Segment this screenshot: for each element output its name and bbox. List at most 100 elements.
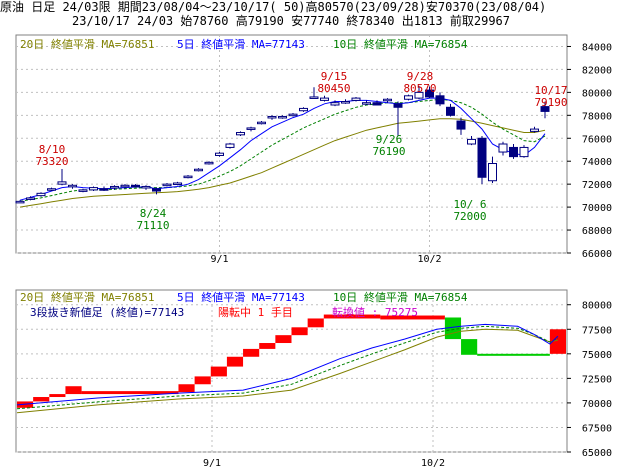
candle-body: [467, 138, 476, 145]
legend-entry: 20日 終値平滑 MA=76851: [20, 37, 154, 51]
candle-body: [215, 152, 224, 156]
candle-body: [47, 188, 56, 191]
candle-body: [393, 103, 403, 108]
candle-body: [488, 163, 497, 182]
candle-body: [372, 102, 382, 106]
break-brick: [81, 391, 179, 395]
break-brick: [477, 353, 550, 356]
legend-entry: 5日 終値平滑 MA=77143: [177, 290, 305, 304]
break-brick: [178, 384, 195, 393]
y-tick-label: 82000: [582, 65, 612, 76]
y-tick-label: 75000: [582, 350, 612, 361]
x-tick-label: 10/2: [421, 458, 445, 469]
candle-body: [267, 115, 277, 119]
info-trend: 陽転中 1 手目: [218, 305, 293, 319]
series-line-ma5: [16, 323, 559, 406]
break-brick: [275, 335, 292, 344]
annotation-value: 76190: [372, 145, 405, 158]
candle-body: [257, 121, 266, 125]
y-tick-label: 74000: [582, 157, 612, 168]
series-line-ma20: [16, 328, 559, 414]
header-line-1: 原油 日足 24/03限 期間23/08/04～23/10/17( 50)高80…: [0, 0, 624, 14]
annotation-value: 79190: [534, 96, 567, 109]
candle-body: [152, 188, 161, 192]
candle-body: [89, 187, 98, 191]
y-tick-label: 72000: [582, 180, 612, 191]
x-tick-label: 9/1: [210, 254, 228, 265]
candle-body: [530, 128, 539, 132]
break-brick: [549, 329, 566, 354]
break-brick: [243, 348, 260, 357]
y-tick-label: 68000: [582, 226, 612, 237]
annotation-value: 80570: [403, 82, 436, 95]
x-tick-label: 10/2: [417, 254, 441, 265]
candle-body: [435, 95, 445, 105]
break-brick: [307, 318, 324, 328]
x-tick-label: 9/1: [203, 458, 221, 469]
candle-body: [309, 96, 319, 99]
candle-body: [498, 143, 508, 153]
candle-body: [162, 183, 172, 187]
y-tick-label: 70000: [582, 399, 612, 410]
candle-body: [446, 106, 455, 116]
y-tick-label: 65000: [582, 448, 612, 459]
candle-body: [15, 200, 25, 204]
annotation-value: 73320: [35, 155, 68, 168]
y-tick-label: 80000: [582, 88, 612, 99]
candle-body: [141, 185, 151, 189]
candle-body: [194, 168, 203, 172]
break-brick: [226, 356, 244, 367]
candle-body: [225, 143, 235, 148]
candle-body: [404, 95, 413, 100]
candle-body: [288, 113, 298, 117]
break-brick: [461, 339, 478, 355]
y-tick-label: 78000: [582, 111, 612, 122]
info-break-value: 3段抜き新値足 (終値)=77143: [30, 305, 184, 319]
annotation-value: 72000: [453, 210, 486, 223]
y-tick-label: 84000: [582, 42, 612, 53]
candle-body: [204, 161, 214, 165]
candle-body: [183, 175, 193, 179]
break-brick: [194, 376, 211, 385]
y-tick-label: 72500: [582, 374, 612, 385]
annotation-date: 9/15: [321, 70, 348, 83]
candle-body: [246, 127, 256, 130]
candle-body: [414, 91, 424, 99]
annotation-value: 71110: [136, 219, 169, 232]
annotation-date: 9/28: [407, 70, 434, 83]
line-break-chart: 80000 77500 75000 72500 70000 67500 65000 9/1 10…: [15, 289, 612, 469]
candle-body: [120, 184, 130, 188]
legend-entry: 10日 終値平滑 MA=76854: [333, 290, 468, 304]
annotation-date: 8/10: [39, 143, 66, 156]
y-tick-label: 67500: [582, 423, 612, 434]
candle-body: [425, 89, 434, 98]
candle-body: [330, 102, 340, 106]
candle-body: [540, 106, 550, 112]
candle-body: [362, 102, 371, 105]
candle-body: [99, 188, 109, 191]
candle-body: [110, 185, 119, 189]
plot-frame-bottom: [15, 289, 568, 453]
info-reversal-value: 転換値 : 75275: [332, 306, 418, 319]
annotation-date: 8/24: [140, 207, 167, 220]
candle-body: [278, 115, 287, 119]
break-brick: [65, 386, 82, 395]
header-line-2: 23/10/17 24/03 始78760 高79190 安77740 終783…: [0, 14, 624, 28]
series-line-ma20: [19, 118, 546, 208]
candle-body: [57, 181, 67, 185]
legend-entry: 10日 終値平滑 MA=76854: [333, 37, 468, 51]
annotation-date: 10/ 6: [453, 198, 486, 211]
annotation-date: 10/17: [534, 84, 567, 97]
candle-body: [299, 107, 308, 112]
candle-body: [131, 184, 140, 188]
annotation-value: 80450: [317, 82, 350, 95]
candlestick-chart: 84000 82000 80000 78000 76000 74000 72000 70000…: [15, 34, 612, 265]
y-tick-label: 76000: [582, 134, 612, 145]
candle-body: [236, 132, 245, 136]
y-tick-label: 70000: [582, 203, 612, 214]
annotation-date: 9/26: [376, 133, 403, 146]
break-brick: [380, 315, 445, 320]
candle-body: [341, 101, 350, 104]
candle-body: [519, 146, 529, 158]
